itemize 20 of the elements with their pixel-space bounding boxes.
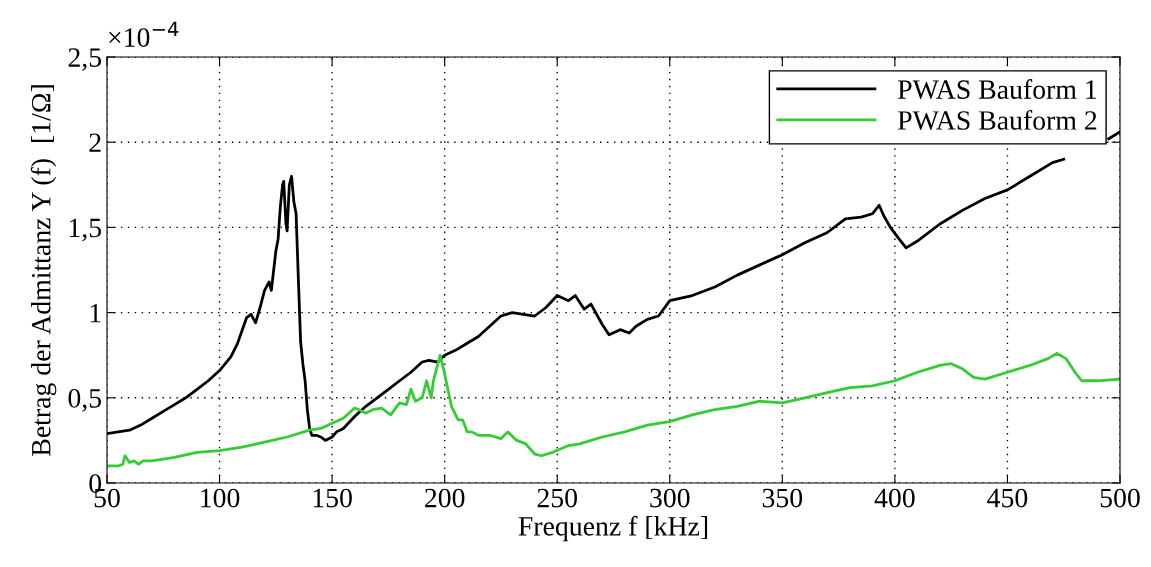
y-tick-label: 0,5 xyxy=(68,388,102,412)
text: ×10$^{−4}$ xyxy=(109,21,179,47)
x-tick-label: 250 xyxy=(537,488,577,508)
x-tick-label: 400 xyxy=(874,488,915,508)
x-tick-label: 100 xyxy=(201,488,240,508)
x-tick-label: 150 xyxy=(313,488,352,508)
x-tick-label: 200 xyxy=(425,488,465,508)
line-series xyxy=(107,352,1120,468)
legend-label: PWAS Bauform 2 xyxy=(897,110,1097,130)
x-tick-label: 500 xyxy=(1100,488,1140,508)
y-tick-label: 2,5 xyxy=(68,48,102,71)
x-tick-label: 350 xyxy=(762,488,803,508)
x-axis-title: Frequenz f [kHz] xyxy=(518,515,708,542)
y-tick-label: 2 xyxy=(89,133,101,152)
x-tick-label: 450 xyxy=(987,488,1028,508)
y-axis-title: Betrag der Admittanz Y (f) [1/Ω] xyxy=(30,85,57,456)
y-tick-label: 1,5 xyxy=(69,218,102,242)
y-tick-label: 1 xyxy=(90,303,101,323)
legend-label: PWAS Bauform 1 xyxy=(897,79,1097,100)
x-tick-label: 300 xyxy=(650,488,690,508)
